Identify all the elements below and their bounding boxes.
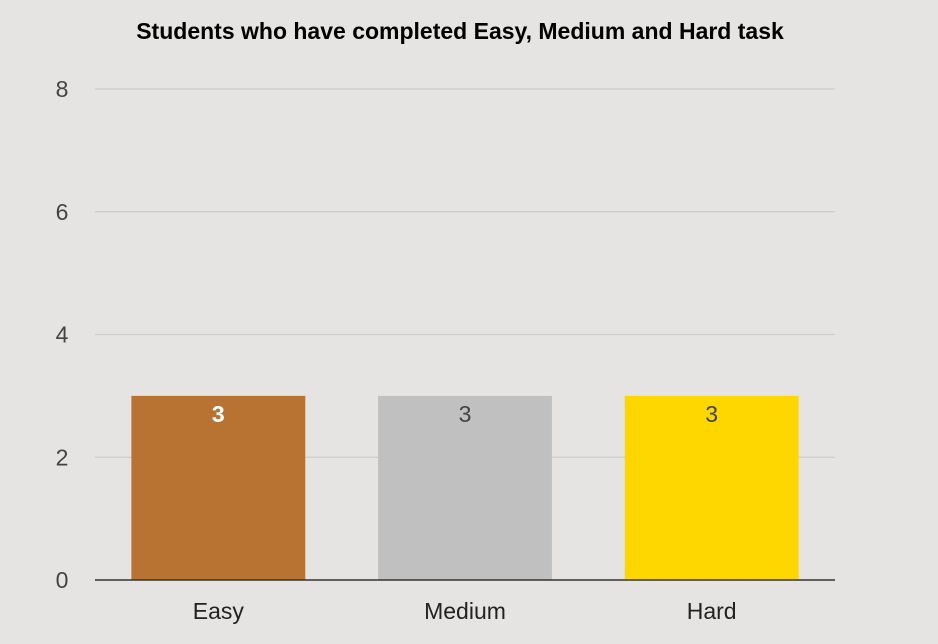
y-tick-label: 8 (56, 76, 69, 102)
y-axis-ticks: 0 2 4 6 8 (56, 76, 69, 593)
x-tick-label: Hard (687, 598, 737, 624)
y-tick-label: 2 (56, 444, 69, 470)
data-label-medium: 3 (459, 401, 472, 427)
data-label-hard: 3 (705, 401, 718, 427)
data-label-easy: 3 (212, 401, 225, 427)
bar-easy (131, 395, 306, 580)
data-labels: 3 3 3 (212, 401, 718, 427)
y-tick-label: 6 (56, 199, 69, 225)
bar-hard (624, 395, 799, 580)
bars (131, 395, 799, 580)
x-tick-label: Easy (193, 598, 245, 624)
y-tick-label: 0 (56, 567, 69, 593)
x-axis-labels: Easy Medium Hard (193, 598, 737, 624)
chart-title: Students who have completed Easy, Medium… (136, 18, 784, 44)
bar-medium (378, 395, 552, 580)
y-tick-label: 4 (56, 322, 69, 348)
x-tick-label: Medium (424, 598, 506, 624)
